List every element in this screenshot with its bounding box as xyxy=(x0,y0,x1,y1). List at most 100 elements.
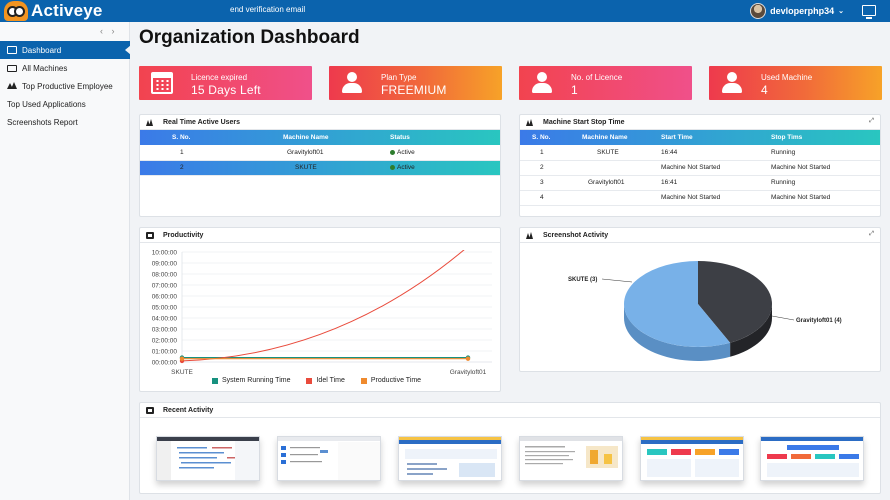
status-text: Active xyxy=(397,164,415,171)
panel-header: Recent Activity xyxy=(140,403,880,418)
y-tick-label: 03:00:00 xyxy=(152,327,178,334)
y-tick-label: 05:00:00 xyxy=(152,305,178,312)
verification-notice[interactable]: end verification email xyxy=(230,5,306,14)
legend-item[interactable]: System Running Time xyxy=(222,377,291,384)
cell-sno: 4 xyxy=(520,190,570,206)
legend-item[interactable]: Idel Time xyxy=(316,377,345,384)
sidebar-item-label: Dashboard xyxy=(22,45,62,55)
panel-header: Machine Start Stop Time ⤢ xyxy=(520,115,880,130)
cell-start: Machine Not Started xyxy=(658,160,771,176)
table-row[interactable]: 3 Gravityloft01 16:41 Running xyxy=(520,175,880,191)
column-header: Start Time xyxy=(661,134,693,141)
sidebar-item-label: All Machines xyxy=(22,63,68,73)
peaks-icon xyxy=(526,118,534,126)
cell-status: Active xyxy=(360,160,500,176)
stat-value: 4 xyxy=(761,83,768,97)
pie-slice-skute[interactable] xyxy=(698,261,772,343)
avatar xyxy=(750,3,767,19)
monitor-icon xyxy=(7,64,17,72)
data-point-productive-time[interactable] xyxy=(179,356,185,361)
app-logo[interactable]: Activeye xyxy=(4,1,103,21)
y-tick-label: 02:00:00 xyxy=(152,338,178,345)
expand-icon[interactable]: ⤢ xyxy=(869,231,874,237)
calendar-icon xyxy=(151,72,173,94)
chart-legend: System Running Time Idel Time Productive… xyxy=(212,377,421,384)
cell-sno: 1 xyxy=(140,145,205,161)
cell-start: Machine Not Started xyxy=(658,190,771,206)
productivity-chart: 00:00:00 01:00:00 02:00:00 03:00:00 04:00:00… xyxy=(152,250,492,376)
legend-swatch xyxy=(306,377,313,384)
x-tick-label: Gravityloft01 xyxy=(450,369,487,376)
status-dot-icon xyxy=(390,149,395,155)
sidebar-item-label: Top Used Applications xyxy=(7,99,86,109)
y-tick-label: 09:00:00 xyxy=(152,261,178,268)
user-icon xyxy=(531,72,553,94)
cell-stop: Machine Not Started xyxy=(771,160,880,176)
pie-label: Gravityloft01 (4) xyxy=(796,318,842,324)
cell-stop: Machine Not Started xyxy=(771,190,880,206)
start-stop-table: S. No. Machine Name Start Time Stop Tims… xyxy=(520,130,880,206)
pie-label: SKUTE (3) xyxy=(568,277,597,283)
dashboard-icon xyxy=(7,46,17,54)
table-row[interactable]: 1 SKUTE 16:44 Running xyxy=(520,145,880,161)
sidebar-item-label: Screenshots Report xyxy=(7,117,78,127)
realtime-users-table: S. No. Machine Name Status 1 Gravityloft… xyxy=(140,130,500,176)
panel-header: Real Time Active Users xyxy=(140,115,500,130)
y-tick-label: 00:00:00 xyxy=(152,360,178,367)
screenshot-thumbnail[interactable] xyxy=(156,436,260,481)
sidebar-item-screenshots-report[interactable]: Screenshots Report xyxy=(0,113,130,131)
cell-stop: Running xyxy=(771,175,880,191)
sidebar-collapse-icon[interactable]: ‹ › xyxy=(100,26,118,36)
user-menu[interactable]: devloperphp34 ⌄ xyxy=(750,3,844,19)
legend-item[interactable]: Productive Time xyxy=(370,377,422,384)
expand-icon[interactable]: ⤢ xyxy=(869,118,874,124)
cell-stop: Running xyxy=(771,145,880,161)
cell-sno: 1 xyxy=(520,145,570,161)
pie-slice-side xyxy=(624,304,731,361)
cell-sno: 2 xyxy=(140,160,205,176)
image-icon xyxy=(146,406,154,414)
panel-title: Real Time Active Users xyxy=(163,118,241,126)
chevron-down-icon: ⌄ xyxy=(838,8,844,15)
cell-machine xyxy=(570,190,658,206)
cell-status: Active xyxy=(360,145,500,161)
realtime-users-panel: Real Time Active Users S. No. Machine Na… xyxy=(139,114,501,217)
pie-slice-side xyxy=(730,304,772,357)
app-name: Activeye xyxy=(31,1,103,20)
sidebar-item-top-used-applications[interactable]: Top Used Applications xyxy=(0,95,130,113)
panel-title: Machine Start Stop Time xyxy=(543,118,625,126)
screenshot-thumbnail[interactable] xyxy=(519,436,623,481)
column-header: Machine Name xyxy=(283,134,329,141)
table-row[interactable]: 4 Machine Not Started Machine Not Starte… xyxy=(520,190,880,206)
cell-machine xyxy=(570,160,658,176)
stat-label: Plan Type xyxy=(381,73,417,82)
screenshot-thumbnail[interactable] xyxy=(277,436,381,481)
screenshot-activity-panel: Screenshot Activity ⤢ SKUTE (3) Gravitylo… xyxy=(519,227,881,372)
sidebar-item-all-machines[interactable]: All Machines xyxy=(0,59,130,77)
data-point-productive-time[interactable] xyxy=(465,356,471,361)
table-row[interactable]: 2 Machine Not Started Machine Not Starte… xyxy=(520,160,880,176)
pie-slice-gravityloft01[interactable] xyxy=(624,261,731,347)
cell-start: 16:44 xyxy=(658,145,771,161)
sidebar: ‹ › Dashboard All Machines Top Productiv… xyxy=(0,22,131,500)
sidebar-item-top-productive-employee[interactable]: Top Productive Employee xyxy=(0,77,130,95)
sidebar-item-dashboard[interactable]: Dashboard xyxy=(0,41,131,59)
legend-swatch xyxy=(360,377,367,384)
screenshot-thumbnail[interactable] xyxy=(398,436,502,481)
user-icon xyxy=(341,72,363,94)
column-header: S. No. xyxy=(172,134,191,141)
recent-activity-panel: Recent Activity xyxy=(139,402,881,494)
owl-logo-icon xyxy=(4,1,28,21)
screenshot-thumbnail[interactable] xyxy=(760,436,864,481)
table-row[interactable]: 2 SKUTE Active xyxy=(140,160,500,176)
screenshot-thumbnail[interactable] xyxy=(640,436,744,481)
y-tick-label: 06:00:00 xyxy=(152,294,178,301)
legend-swatch xyxy=(212,377,218,384)
column-header: S. No. xyxy=(532,134,551,141)
stat-value: FREEMIUM xyxy=(381,83,447,97)
panel-header: Productivity xyxy=(140,228,500,243)
monitor-icon[interactable] xyxy=(862,5,876,19)
y-tick-label: 04:00:00 xyxy=(152,316,178,323)
page-title: Organization Dashboard xyxy=(139,27,360,48)
table-row[interactable]: 1 Gravityloft01 Active xyxy=(140,145,500,161)
